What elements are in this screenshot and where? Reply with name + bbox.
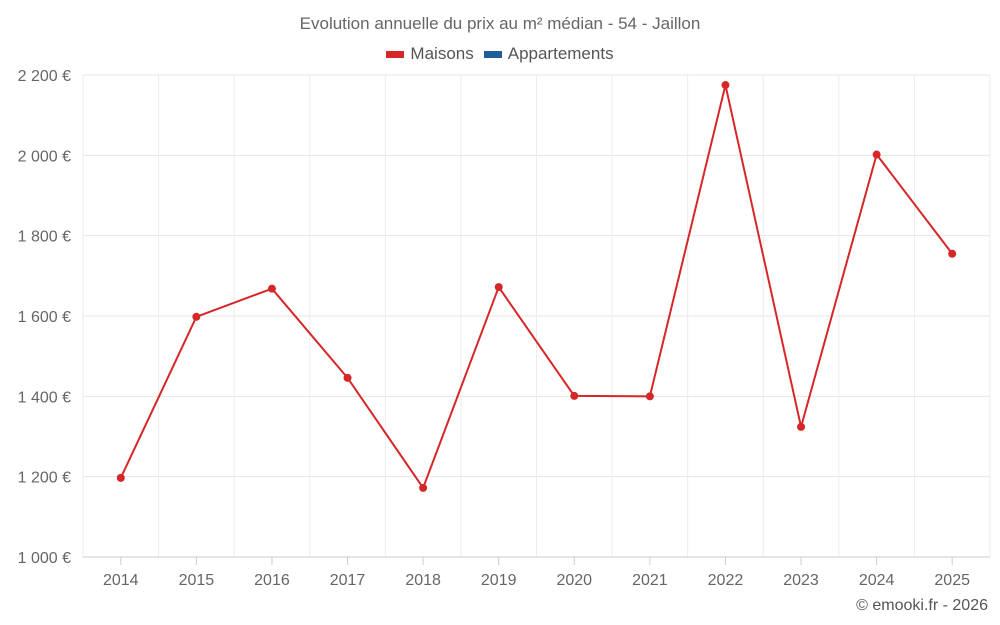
chart-title: Evolution annuelle du prix au m² médian … — [299, 14, 701, 33]
series-line-maisons — [119, 84, 954, 489]
x-tick-label: 2014 — [103, 572, 139, 589]
x-tick-label: 2015 — [179, 572, 215, 589]
y-tick-label: 2 000 € — [18, 148, 71, 165]
legend-label-appartements: Appartements — [507, 44, 614, 63]
data-point — [872, 150, 881, 159]
y-tick-label: 1 200 € — [18, 470, 71, 487]
data-point — [419, 483, 428, 492]
x-tick-label: 2022 — [708, 572, 744, 589]
x-tick-label: 2020 — [556, 572, 592, 589]
x-tick-label: 2017 — [330, 572, 366, 589]
legend-swatch-appartements — [483, 50, 502, 58]
data-point — [267, 284, 276, 293]
legend-item-maisons[interactable]: Maisons — [386, 44, 474, 64]
legend: Maisons Appartements — [0, 44, 1000, 64]
data-point — [116, 473, 125, 482]
x-tick-label: 2024 — [859, 572, 895, 589]
y-tick-label: 1 400 € — [18, 389, 71, 406]
legend-item-appartements[interactable]: Appartements — [483, 44, 614, 64]
legend-swatch-maisons — [386, 50, 405, 58]
x-tick-label: 2019 — [481, 572, 517, 589]
x-tick-label: 2023 — [783, 572, 819, 589]
x-tick-label: 2021 — [632, 572, 668, 589]
x-tick-label: 2018 — [405, 572, 441, 589]
data-point — [948, 249, 957, 258]
y-tick-label: 1 600 € — [18, 309, 71, 326]
legend-label-maisons: Maisons — [410, 44, 474, 63]
data-point — [721, 81, 730, 90]
y-tick-label: 2 200 € — [18, 68, 71, 85]
data-point — [570, 391, 579, 400]
x-tick-label: 2016 — [254, 572, 290, 589]
credit-text: © emooki.fr - 2026 — [856, 597, 988, 614]
data-point — [343, 373, 352, 382]
data-point — [645, 392, 654, 401]
y-tick-label: 1 800 € — [18, 229, 71, 246]
data-point — [494, 283, 503, 292]
x-tick-label: 2025 — [934, 572, 970, 589]
data-point — [192, 312, 201, 321]
data-point — [797, 422, 806, 431]
y-tick-label: 1 000 € — [18, 550, 71, 567]
